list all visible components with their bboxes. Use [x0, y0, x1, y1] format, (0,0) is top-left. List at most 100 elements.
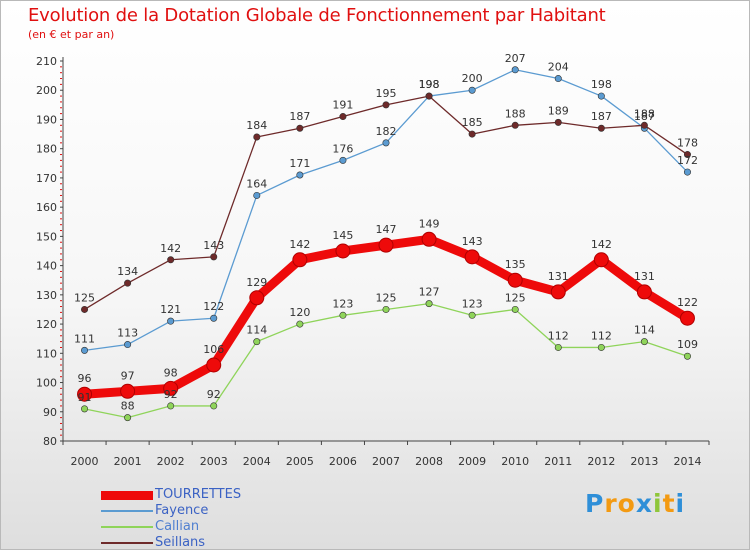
data-label-fayence-2002: 121	[160, 303, 181, 316]
point-seillans-2005	[296, 124, 304, 132]
point-seillans-2013	[640, 121, 648, 129]
point-callian-2004	[253, 338, 261, 346]
y-tick-label-140: 140	[36, 260, 57, 273]
x-tick-label-2009: 2009	[458, 455, 486, 468]
point-fayence-2005	[296, 171, 304, 179]
point-tourrettes-2009	[464, 249, 480, 265]
point-seillans-2011	[554, 118, 562, 126]
data-label-callian-2001: 88	[121, 400, 135, 413]
point-seillans-2001	[124, 279, 132, 287]
point-fayence-2004	[253, 191, 261, 199]
chart-title: Evolution de la Dotation Globale de Fonc…	[28, 5, 606, 26]
point-tourrettes-2006	[335, 243, 351, 259]
data-label-fayence-2011: 204	[548, 61, 569, 74]
legend-swatch-fayence	[101, 510, 153, 512]
data-label-seillans-2001: 134	[117, 265, 138, 278]
legend-label-fayence: Fayence	[155, 503, 209, 518]
point-fayence-2014	[683, 168, 691, 176]
y-tick-label-80: 80	[43, 435, 57, 448]
data-label-fayence-2000: 111	[74, 332, 95, 345]
point-fayence-2006	[339, 156, 347, 164]
point-tourrettes-2013	[636, 284, 652, 300]
point-tourrettes-2011	[550, 284, 566, 300]
data-label-callian-2003: 92	[207, 388, 221, 401]
point-tourrettes-2008	[421, 231, 437, 247]
point-fayence-2002	[167, 317, 175, 325]
x-tick-label-2004: 2004	[243, 455, 271, 468]
point-fayence-2011	[554, 75, 562, 83]
data-label-tourrettes-2011: 131	[548, 270, 569, 283]
data-label-callian-2011: 112	[548, 329, 569, 342]
data-label-tourrettes-2006: 145	[332, 229, 353, 242]
data-label-fayence-2010: 207	[505, 52, 526, 65]
point-tourrettes-2001	[120, 383, 136, 399]
data-label-fayence-2007: 182	[376, 125, 397, 138]
data-label-callian-2002: 92	[164, 388, 178, 401]
y-tick-label-170: 170	[36, 172, 57, 185]
y-tick-label-180: 180	[36, 143, 57, 156]
legend-item-fayence: Fayence	[101, 503, 241, 519]
data-label-tourrettes-2003: 106	[203, 343, 224, 356]
data-label-tourrettes-2012: 142	[591, 238, 612, 251]
point-fayence-2010	[511, 66, 519, 74]
point-tourrettes-2012	[593, 252, 609, 268]
data-label-tourrettes-2008: 149	[419, 217, 440, 230]
point-tourrettes-2005	[292, 252, 308, 268]
point-tourrettes-2002	[163, 380, 179, 396]
data-label-seillans-2014: 178	[677, 137, 698, 150]
point-callian-2007	[382, 305, 390, 313]
point-callian-2006	[339, 311, 347, 319]
point-tourrettes-2007	[378, 237, 394, 253]
data-label-seillans-2012: 187	[591, 110, 612, 123]
point-fayence-2003	[210, 314, 218, 322]
data-label-tourrettes-2000: 96	[78, 372, 92, 385]
point-callian-2014	[683, 352, 691, 360]
data-label-tourrettes-2005: 142	[289, 238, 310, 251]
point-callian-2002	[167, 402, 175, 410]
data-label-tourrettes-2007: 147	[376, 223, 397, 236]
point-tourrettes-2000	[77, 386, 93, 402]
data-label-fayence-2001: 113	[117, 327, 138, 340]
point-fayence-2012	[597, 92, 605, 100]
logo-letter: i	[675, 489, 686, 518]
y-tick-label-110: 110	[36, 347, 57, 360]
data-label-seillans-2013: 188	[634, 107, 655, 120]
point-tourrettes-2003	[206, 357, 222, 373]
x-tick-label-2006: 2006	[329, 455, 357, 468]
point-callian-2008	[425, 300, 433, 308]
data-label-fayence-2003: 122	[203, 300, 224, 313]
x-tick-label-2001: 2001	[114, 455, 142, 468]
logo-letter: i	[653, 489, 663, 518]
y-tick-label-190: 190	[36, 113, 57, 126]
point-tourrettes-2014	[679, 310, 695, 326]
point-seillans-2009	[468, 130, 476, 138]
data-label-tourrettes-2001: 97	[121, 369, 135, 382]
point-seillans-2003	[210, 253, 218, 261]
logo-letter: t	[662, 489, 676, 518]
data-label-tourrettes-2009: 143	[462, 235, 483, 248]
point-tourrettes-2004	[249, 290, 265, 306]
proxiti-logo: Proxiti	[585, 489, 685, 518]
x-tick-label-2005: 2005	[286, 455, 314, 468]
point-seillans-2002	[167, 256, 175, 264]
point-seillans-2008	[425, 92, 433, 100]
data-label-fayence-2014: 172	[677, 154, 698, 167]
y-tick-label-200: 200	[36, 84, 57, 97]
x-tick-label-2008: 2008	[415, 455, 443, 468]
data-label-seillans-2007: 195	[376, 87, 397, 100]
data-label-fayence-2004: 164	[246, 177, 267, 190]
logo-letter: P	[585, 489, 605, 518]
point-callian-2011	[554, 343, 562, 351]
data-label-tourrettes-2004: 129	[246, 276, 267, 289]
point-fayence-2007	[382, 139, 390, 147]
point-tourrettes-2010	[507, 272, 523, 288]
data-label-callian-2013: 114	[634, 324, 655, 337]
data-label-tourrettes-2014: 122	[677, 296, 698, 309]
data-label-seillans-2010: 188	[505, 107, 526, 120]
y-tick-label-130: 130	[36, 289, 57, 302]
y-tick-label-120: 120	[36, 318, 57, 331]
point-seillans-2007	[382, 101, 390, 109]
x-tick-label-2011: 2011	[544, 455, 572, 468]
